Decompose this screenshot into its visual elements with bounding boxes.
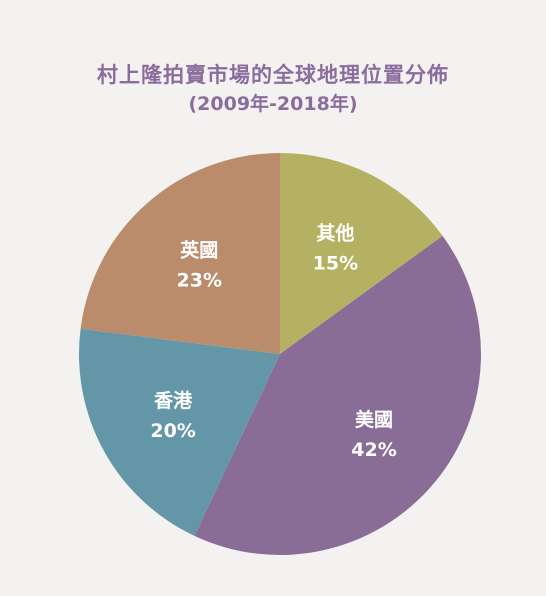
slice-label-name-0: 其他	[316, 221, 354, 244]
chart-title: 村上隆拍賣市場的全球地理位置分佈	[97, 63, 449, 87]
pie-slice-0	[280, 153, 443, 354]
slice-label-value-3: 23%	[177, 270, 222, 292]
slice-label-value-0: 15%	[313, 252, 358, 274]
slice-label-value-2: 20%	[150, 420, 195, 442]
pie-slice-3	[80, 153, 280, 354]
pie-slice-1	[194, 235, 481, 555]
slice-label-value-1: 42%	[351, 439, 396, 461]
chart-subtitle: (2009年-2018年)	[188, 93, 358, 115]
slice-label-name-3: 英國	[180, 239, 218, 262]
slice-label-name-2: 香港	[153, 390, 193, 412]
slice-label-name-1: 美國	[355, 408, 393, 431]
pie-slice-2	[78, 328, 281, 536]
chart-title-block: 村上隆拍賣市場的全球地理位置分佈 (2009年-2018年)	[0, 60, 546, 118]
